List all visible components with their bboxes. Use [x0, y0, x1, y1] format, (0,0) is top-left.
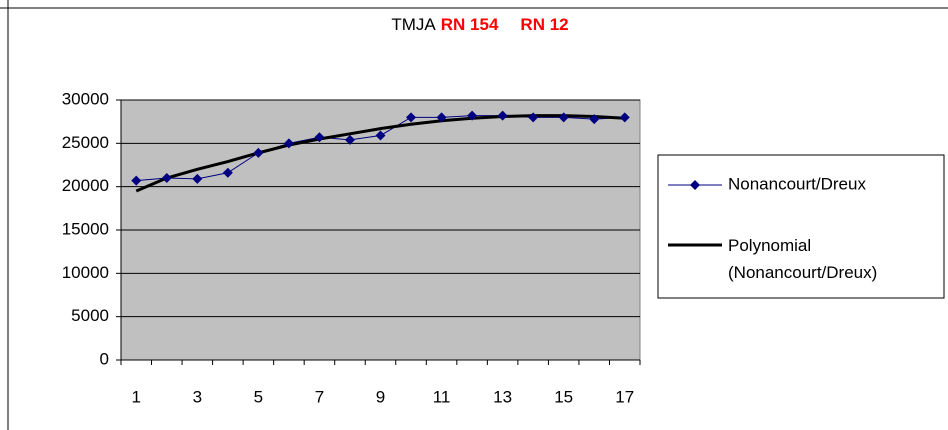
title-part: RN 154 [441, 15, 499, 34]
marker [375, 130, 386, 141]
legend-label: Polynomial (Nonancourt/Dreux) [728, 236, 878, 282]
legend-marker [690, 180, 700, 190]
y-tick-label: 30000 [62, 89, 109, 108]
x-tick-label: 5 [254, 387, 263, 406]
x-tick-label: 13 [493, 387, 512, 406]
legend [657, 154, 945, 299]
y-tick-label: 20000 [62, 176, 109, 195]
marker [131, 175, 142, 186]
y-tick-label: 5000 [71, 306, 109, 325]
marker [161, 173, 172, 183]
y-tick-label: 0 [100, 349, 109, 368]
marker [528, 112, 539, 123]
y-tick-label: 15000 [62, 219, 109, 238]
y-tick-label: 10000 [62, 263, 109, 282]
x-tick-label: 1 [132, 387, 141, 406]
marker [467, 110, 478, 121]
marker [589, 114, 600, 125]
marker [222, 167, 233, 178]
marker [344, 134, 355, 145]
marker [253, 147, 264, 158]
y-tick-label: 25000 [62, 133, 109, 152]
marker [406, 112, 417, 123]
legend-label: Nonancourt/Dreux [728, 174, 866, 193]
x-tick-label: 7 [315, 387, 324, 406]
trend-line [135, 114, 625, 193]
x-tick-label: 17 [615, 387, 634, 406]
marker [436, 112, 447, 123]
x-tick-label: 15 [554, 387, 573, 406]
marker [619, 112, 630, 123]
marker [283, 138, 294, 149]
marker [192, 173, 203, 184]
marker [497, 110, 508, 121]
x-tick-label: 9 [376, 387, 385, 406]
x-tick-label: 11 [433, 387, 451, 406]
marker [558, 112, 569, 123]
chart-title: TMJA RN 154 RN 12 [391, 15, 568, 34]
title-part: TMJA [391, 15, 436, 34]
x-tick-label: 3 [193, 387, 202, 406]
title-part: RN 12 [520, 15, 568, 34]
marker [314, 132, 325, 143]
